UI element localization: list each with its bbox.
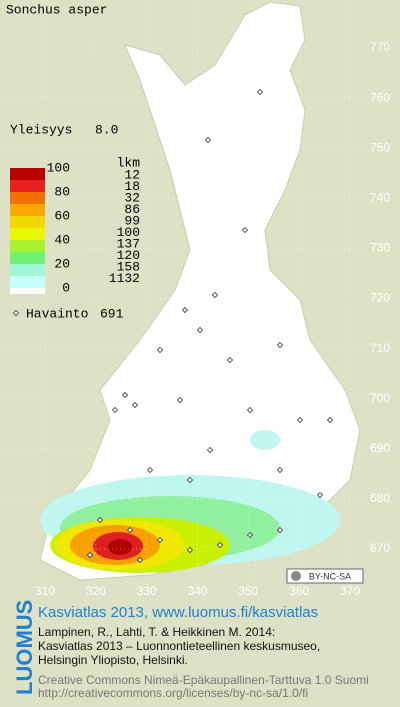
grid-label: 710 — [370, 341, 390, 355]
grid-label: 350 — [238, 584, 258, 598]
legend-count: 137 — [117, 236, 140, 251]
grid-label: 750 — [370, 140, 390, 154]
frequency-value: 8.0 — [95, 122, 118, 137]
logo: LUOMUS — [12, 600, 37, 695]
legend-level: 0 — [62, 280, 70, 295]
grid-label: 700 — [370, 391, 390, 405]
grid-label: 310 — [35, 584, 55, 598]
grid-label: 770 — [370, 40, 390, 54]
license-line: http://creativecommons.org/licenses/by-n… — [38, 686, 308, 700]
grid-label: 330 — [137, 584, 157, 598]
observation-label: Havainto — [26, 306, 88, 321]
legend-header: lkm — [117, 155, 141, 170]
grid-label: 730 — [370, 241, 390, 255]
grid-label: 670 — [370, 541, 390, 555]
grid-label: 760 — [370, 90, 390, 104]
citation-line: Lampinen, R., Lahti, T. & Heikkinen M. 2… — [38, 625, 275, 639]
grid-label: 370 — [340, 584, 360, 598]
grid-label: 720 — [370, 291, 390, 305]
legend-level: 20 — [54, 256, 70, 271]
grid-label: 360 — [289, 584, 309, 598]
grid-label: 340 — [187, 584, 207, 598]
frequency-label: Yleisyys — [10, 122, 72, 137]
grid-label: 680 — [370, 491, 390, 505]
observation-count: 691 — [100, 306, 124, 321]
finland-outline — [39, 1, 361, 581]
badge-text: BY-NC-SA — [309, 571, 351, 581]
legend-count: 32 — [124, 190, 140, 205]
license-line: Creative Commons Nimeä-Epäkaupallinen-Ta… — [38, 673, 369, 687]
license-badge: BY-NC-SA — [286, 568, 364, 584]
species-title: Sonchus asper — [6, 2, 107, 17]
legend-count: 12 — [124, 167, 140, 182]
legend-level: 80 — [54, 184, 70, 199]
legend-count: 158 — [117, 259, 140, 274]
grid-label: 320 — [86, 584, 106, 598]
legend-level: 60 — [54, 208, 70, 223]
grid-label: 740 — [370, 190, 390, 204]
legend-count: 120 — [117, 248, 140, 263]
legend-count: 99 — [124, 213, 140, 228]
grid-label: 690 — [370, 441, 390, 455]
legend-level: 100 — [47, 160, 70, 175]
citation-line: Kasviatlas 2013 – Luonnontieteellinen ke… — [38, 639, 320, 653]
citation-line: Helsingin Yliopisto, Helsinki. — [38, 653, 188, 667]
atlas-link: Kasviatlas 2013, www.luomus.fi/kasviatla… — [38, 604, 318, 621]
abundance-areas — [40, 430, 340, 573]
legend-count: 100 — [117, 225, 140, 240]
legend-count: 1132 — [109, 271, 140, 286]
legend-count: 18 — [124, 179, 140, 194]
legend-count: 86 — [124, 202, 140, 217]
legend-level: 40 — [54, 232, 70, 247]
